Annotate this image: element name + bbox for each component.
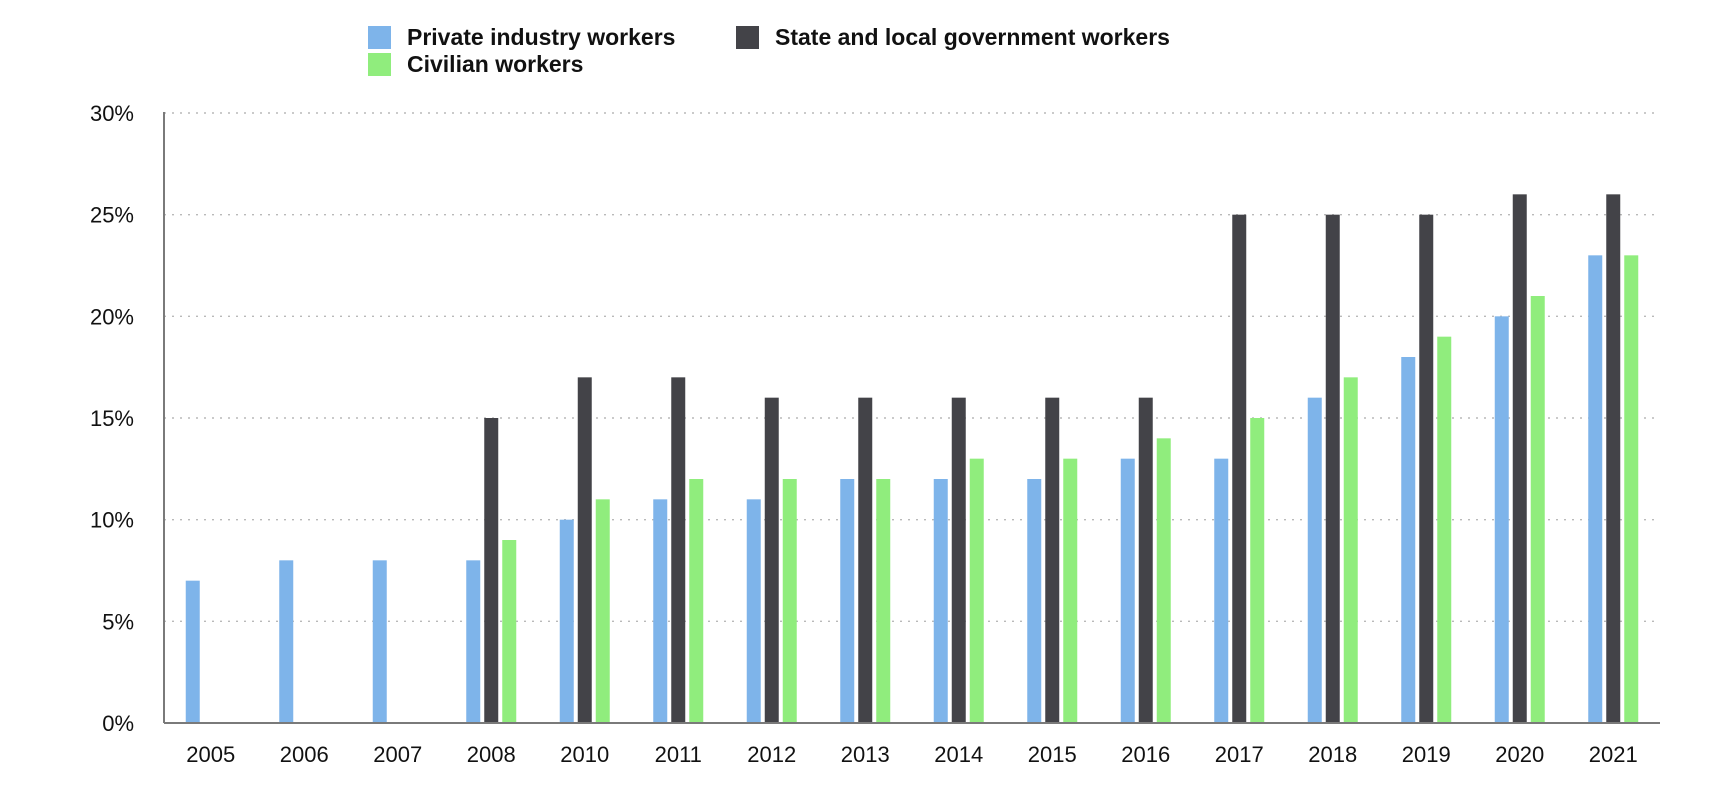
legend-item-state-and-local-government-workers[interactable]: State and local government workers (736, 24, 1170, 50)
bar-civilian-workers-2021[interactable] (1624, 255, 1639, 724)
bar-private-industry-workers-2008[interactable] (466, 560, 481, 723)
bar-civilian-workers-2020[interactable] (1530, 296, 1545, 723)
y-tick-label: 30% (90, 101, 134, 126)
bar-state-and-local-government-workers-2021[interactable] (1606, 194, 1621, 724)
x-tick-label: 2007 (373, 742, 422, 767)
bar-civilian-workers-2018[interactable] (1343, 377, 1358, 723)
x-tick-label: 2019 (1402, 742, 1451, 767)
bar-state-and-local-government-workers-2014[interactable] (951, 397, 966, 723)
bar-civilian-workers-2019[interactable] (1437, 336, 1452, 723)
x-tick-label: 2011 (655, 742, 702, 767)
y-tick-label: 20% (90, 304, 134, 329)
legend: Private industry workers State and local … (368, 24, 1170, 77)
x-tick-label: 2021 (1589, 742, 1638, 767)
bar-private-industry-workers-2007[interactable] (372, 560, 387, 723)
x-tick-label: 2006 (280, 742, 329, 767)
bar-private-industry-workers-2014[interactable] (933, 479, 948, 723)
x-tick-label: 2005 (186, 742, 235, 767)
legend-item-civilian-workers[interactable]: Civilian workers (368, 51, 583, 77)
legend-label: Civilian workers (407, 51, 583, 77)
x-tick-label: 2014 (934, 742, 983, 767)
bar-private-industry-workers-2013[interactable] (840, 479, 855, 723)
bar-state-and-local-government-workers-2020[interactable] (1512, 194, 1527, 724)
axes (163, 112, 1660, 724)
x-tick-label: 2008 (467, 742, 516, 767)
bar-civilian-workers-2017[interactable] (1250, 418, 1265, 723)
y-tick-label: 15% (90, 406, 134, 431)
bar-private-industry-workers-2020[interactable] (1494, 316, 1509, 723)
bar-state-and-local-government-workers-2015[interactable] (1045, 397, 1060, 723)
bar-state-and-local-government-workers-2018[interactable] (1325, 214, 1340, 723)
y-tick-label: 10% (90, 508, 134, 533)
bar-private-industry-workers-2012[interactable] (746, 499, 761, 723)
bar-civilian-workers-2008[interactable] (502, 540, 517, 723)
y-tick-label: 5% (102, 609, 134, 634)
legend-swatch (368, 26, 391, 49)
bar-state-and-local-government-workers-2016[interactable] (1138, 397, 1153, 723)
bar-civilian-workers-2014[interactable] (969, 458, 984, 723)
y-tick-label: 0% (102, 711, 134, 736)
bar-state-and-local-government-workers-2008[interactable] (484, 418, 499, 723)
bars (185, 194, 1639, 724)
legend-item-private-industry-workers[interactable]: Private industry workers (368, 24, 675, 50)
x-tick-label: 2017 (1215, 742, 1264, 767)
x-tick-label: 2010 (560, 742, 609, 767)
bar-private-industry-workers-2021[interactable] (1588, 255, 1603, 724)
bar-private-industry-workers-2010[interactable] (559, 519, 574, 723)
bar-private-industry-workers-2019[interactable] (1401, 357, 1416, 723)
bar-civilian-workers-2015[interactable] (1063, 458, 1078, 723)
bar-private-industry-workers-2017[interactable] (1214, 458, 1229, 723)
y-tick-label: 25% (90, 203, 134, 228)
x-axis-ticks: 2005 2006 2007 2008 2010 2011 2012 2013 2014 2015… (186, 742, 1637, 767)
bar-state-and-local-government-workers-2019[interactable] (1419, 214, 1434, 723)
bar-private-industry-workers-2015[interactable] (1027, 479, 1042, 723)
bar-state-and-local-government-workers-2010[interactable] (577, 377, 592, 723)
x-tick-label: 2013 (841, 742, 890, 767)
gridlines (164, 112, 1660, 623)
bar-civilian-workers-2010[interactable] (595, 499, 610, 723)
bar-state-and-local-government-workers-2017[interactable] (1232, 214, 1247, 723)
bar-private-industry-workers-2016[interactable] (1120, 458, 1135, 723)
bar-private-industry-workers-2018[interactable] (1307, 397, 1322, 723)
legend-label: State and local government workers (775, 24, 1170, 50)
bar-civilian-workers-2012[interactable] (782, 479, 797, 723)
legend-label: Private industry workers (407, 24, 675, 50)
bar-civilian-workers-2016[interactable] (1156, 438, 1171, 723)
bar-private-industry-workers-2006[interactable] (279, 560, 294, 723)
bar-state-and-local-government-workers-2012[interactable] (764, 397, 779, 723)
bar-civilian-workers-2013[interactable] (876, 479, 891, 723)
bar-private-industry-workers-2005[interactable] (185, 580, 200, 723)
bar-state-and-local-government-workers-2013[interactable] (858, 397, 873, 723)
x-tick-label: 2012 (747, 742, 796, 767)
legend-swatch (368, 53, 391, 76)
x-tick-label: 2016 (1121, 742, 1170, 767)
bar-private-industry-workers-2011[interactable] (653, 499, 668, 723)
x-tick-label: 2018 (1308, 742, 1357, 767)
x-tick-label: 2020 (1495, 742, 1544, 767)
bar-state-and-local-government-workers-2011[interactable] (671, 377, 686, 723)
bar-civilian-workers-2011[interactable] (689, 479, 704, 723)
legend-swatch (736, 26, 759, 49)
x-tick-label: 2015 (1028, 742, 1077, 767)
y-axis-ticks: 0% 5% 10% 15% 20% 25% 30% (90, 101, 134, 736)
